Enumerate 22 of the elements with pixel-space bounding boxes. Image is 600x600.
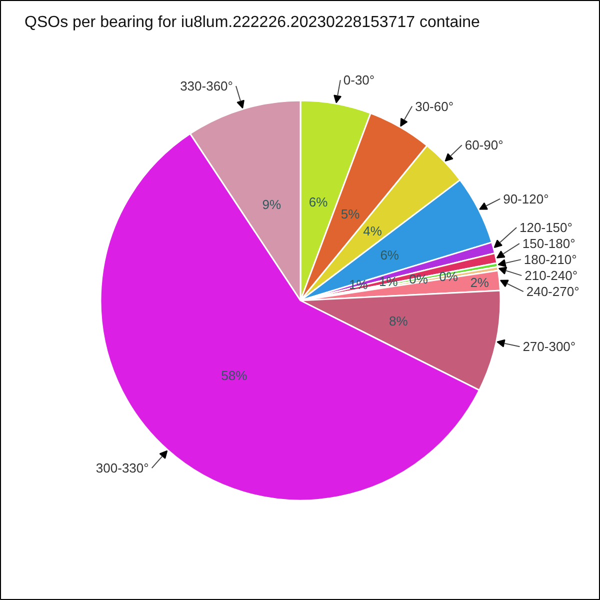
- data-label: 8%: [388, 314, 408, 329]
- slice-label: 180-210°: [524, 252, 577, 268]
- data-label: 9%: [262, 197, 282, 212]
- data-label: 1%: [348, 277, 368, 292]
- data-label: 58%: [221, 368, 248, 383]
- data-label: 2%: [470, 274, 490, 290]
- slice-label: 90-120°: [503, 191, 549, 206]
- slice-label: 30-60°: [415, 98, 454, 114]
- slice-label: 300-330°: [96, 460, 149, 476]
- data-label: 4%: [363, 224, 382, 239]
- slice-label: 330-360°: [180, 78, 233, 94]
- data-label: 5%: [340, 206, 360, 222]
- slice-label: 210-240°: [524, 268, 578, 284]
- slice-label: 150-180°: [522, 236, 576, 252]
- slice-label: 120-150°: [520, 220, 572, 236]
- data-label: 6%: [380, 248, 400, 263]
- chart-title: QSOs per bearing for iu8lum.222226.20230228153717 containe: [24, 14, 480, 31]
- slice-label: 60-90°: [464, 138, 504, 153]
- slice-label: 0-30°: [343, 72, 375, 88]
- data-label: 6%: [308, 194, 328, 210]
- slice-label: 240-270°: [526, 284, 580, 300]
- slice-label: 270-300°: [522, 339, 576, 354]
